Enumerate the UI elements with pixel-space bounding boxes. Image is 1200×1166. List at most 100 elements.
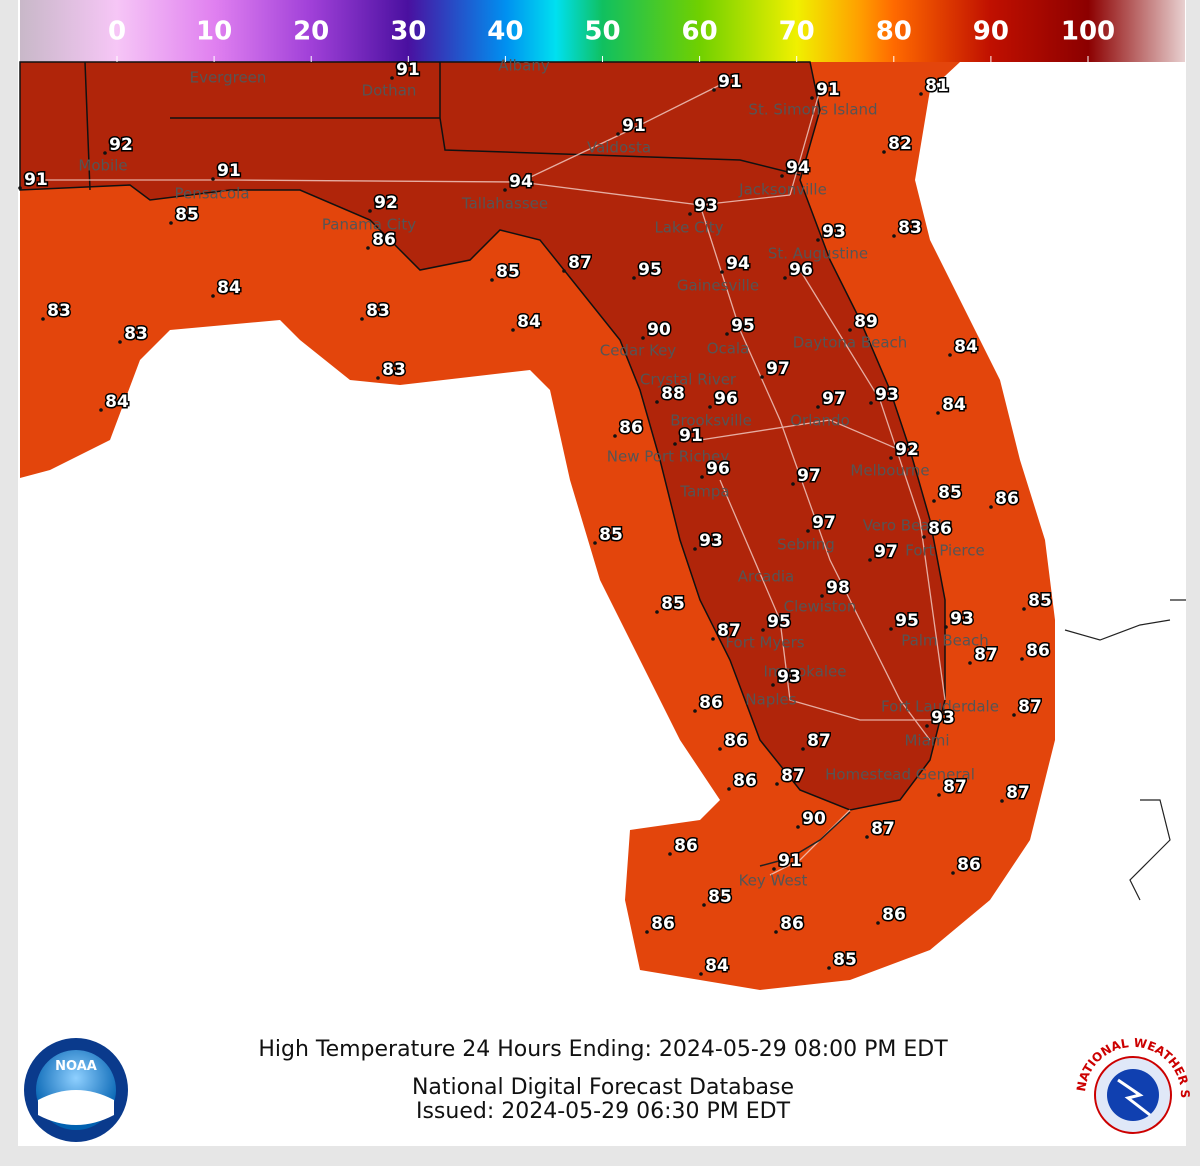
station-dot <box>118 340 122 344</box>
station-dot <box>780 174 784 178</box>
temperature-label: 90 <box>802 809 826 829</box>
temperature-label: 95 <box>731 316 755 336</box>
station-dot <box>827 966 831 970</box>
temperature-label: 85 <box>496 262 520 282</box>
temperature-label: 86 <box>619 418 643 438</box>
city-label: Orlando <box>790 412 850 430</box>
temperature-label: 96 <box>789 260 813 280</box>
city-label: Crystal River <box>640 371 737 389</box>
station-dot <box>511 328 515 332</box>
temperature-label: 94 <box>509 172 533 192</box>
station-dot <box>211 294 215 298</box>
city-label: Daytona Beach <box>793 334 908 352</box>
temperature-label: 94 <box>786 158 810 178</box>
city-label: Valdosta <box>587 139 651 157</box>
temperature-label: 87 <box>974 645 998 665</box>
temperature-label: 98 <box>826 578 850 598</box>
temperature-label: 84 <box>105 392 129 412</box>
temperature-label: 87 <box>717 621 741 641</box>
temperature-label: 93 <box>875 385 899 405</box>
station-dot <box>775 782 779 786</box>
temperature-label: 83 <box>382 360 406 380</box>
city-label: Pensacola <box>174 185 249 203</box>
temperature-label: 84 <box>705 956 729 976</box>
temperature-label: 95 <box>638 260 662 280</box>
temperature-label: 84 <box>517 312 541 332</box>
city-label: Gainesville <box>677 277 759 295</box>
station-dot <box>103 151 107 155</box>
city-label: Tallahassee <box>461 195 548 213</box>
temperature-label: 85 <box>938 483 962 503</box>
station-dot <box>655 400 659 404</box>
city-label: Fort Lauderdale <box>881 698 999 716</box>
temperature-label: 93 <box>777 667 801 687</box>
station-dot <box>820 594 824 598</box>
temperature-label: 87 <box>1018 697 1042 717</box>
footer-database: National Digital Forecast Database <box>412 1075 794 1100</box>
station-dot <box>801 747 805 751</box>
colorbar-label: 0 <box>108 17 126 47</box>
city-label: Sebring <box>777 536 835 554</box>
temperature-label: 85 <box>661 594 685 614</box>
station-dot <box>1020 657 1024 661</box>
station-dot <box>360 317 364 321</box>
colorbar <box>20 0 1185 62</box>
city-label: Immokalee <box>763 663 846 681</box>
colorbar-label: 50 <box>584 17 620 47</box>
temperature-label: 81 <box>925 76 949 96</box>
station-dot <box>641 336 645 340</box>
station-dot <box>865 835 869 839</box>
station-dot <box>712 88 716 92</box>
station-dot <box>699 972 703 976</box>
noaa-text: NOAA <box>55 1059 97 1074</box>
station-dot <box>688 212 692 216</box>
station-dot <box>673 442 677 446</box>
temperature-label: 93 <box>694 196 718 216</box>
temperature-label: 91 <box>622 116 646 136</box>
city-label: Homestead General <box>825 766 975 784</box>
station-dot <box>390 76 394 80</box>
station-dot <box>366 246 370 250</box>
station-dot <box>1012 713 1016 717</box>
city-label: Jacksonville <box>738 181 827 199</box>
colorbar-label: 80 <box>876 17 912 47</box>
station-dot <box>1000 799 1004 803</box>
temperature-label: 87 <box>1006 783 1030 803</box>
city-label: Clewiston <box>784 598 857 616</box>
station-dot <box>41 317 45 321</box>
station-dot <box>593 541 597 545</box>
temperature-label: 86 <box>724 731 748 751</box>
temperature-label: 96 <box>714 389 738 409</box>
temperature-label: 91 <box>396 60 420 80</box>
station-dot <box>720 270 724 274</box>
station-dot <box>889 627 893 631</box>
city-label: Arcadia <box>738 568 794 586</box>
station-dot <box>368 209 372 213</box>
temperature-label: 91 <box>679 426 703 446</box>
temperature-label: 87 <box>568 253 592 273</box>
temperature-label: 89 <box>854 312 878 332</box>
temperature-label: 97 <box>812 513 836 533</box>
city-label: St. Augustine <box>768 245 868 263</box>
temperature-label: 84 <box>217 278 241 298</box>
station-dot <box>761 628 765 632</box>
temperature-label: 97 <box>797 466 821 486</box>
station-dot <box>936 411 940 415</box>
station-dot <box>718 747 722 751</box>
temperature-label: 84 <box>942 395 966 415</box>
city-label: Ocala <box>707 340 750 358</box>
city-label: Miami <box>904 732 949 750</box>
temperature-label: 97 <box>822 389 846 409</box>
temperature-label: 83 <box>124 324 148 344</box>
city-label: St. Simons Island <box>748 101 877 119</box>
temperature-label: 86 <box>651 914 675 934</box>
temperature-label: 92 <box>895 440 919 460</box>
station-dot <box>869 401 873 405</box>
city-label: Mobile <box>78 157 127 175</box>
city-label: Lake City <box>654 219 723 237</box>
temperature-label: 86 <box>699 693 723 713</box>
station-dot <box>700 475 704 479</box>
colorbar-label: 100 <box>1061 17 1115 47</box>
bahamas <box>1064 599 1186 901</box>
station-dot <box>796 825 800 829</box>
